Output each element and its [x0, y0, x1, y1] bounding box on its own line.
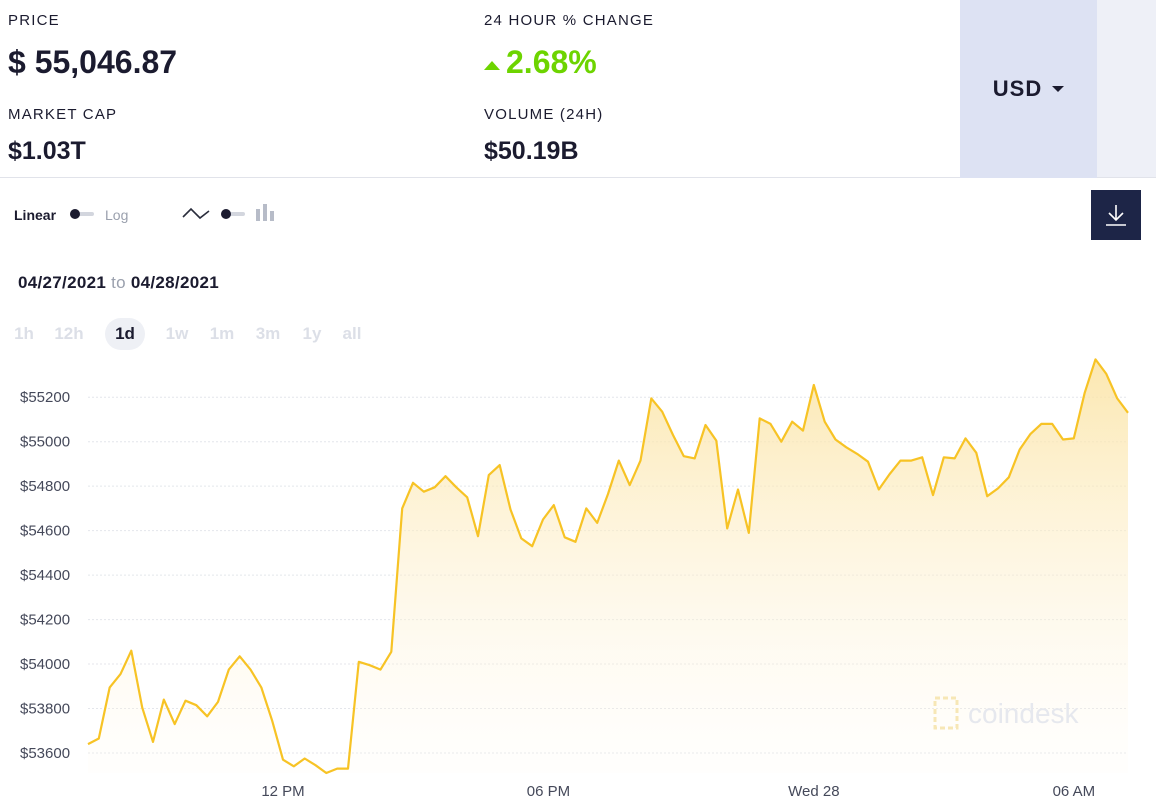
date-to: 04/28/2021	[130, 273, 219, 292]
y-tick-label: $55200	[20, 389, 70, 406]
chart-type-toggle-knob	[221, 209, 231, 219]
range-1m[interactable]: 1m	[209, 324, 235, 343]
range-1d[interactable]: 1d	[105, 318, 145, 350]
y-tick-label: $54000	[20, 656, 70, 673]
volume-value: $50.19B	[484, 137, 579, 165]
change-value: 2.68%	[506, 44, 597, 80]
y-tick-label: $54800	[20, 478, 70, 495]
x-tick-label: 12 PM	[261, 783, 304, 800]
y-tick-label: $55000	[20, 434, 70, 451]
range-1h[interactable]: 1h	[14, 324, 34, 343]
coindesk-logo-icon	[933, 696, 959, 730]
linear-label[interactable]: Linear	[14, 207, 57, 223]
scale-toggle-knob	[70, 209, 80, 219]
download-button[interactable]	[1091, 190, 1141, 240]
x-axis-ticks: 12 PM 06 PM Wed 28 06 AM	[261, 783, 1095, 800]
y-tick-label: $53800	[20, 701, 70, 718]
x-tick-label: 06 AM	[1053, 783, 1096, 800]
date-range: 04/27/2021 to 04/28/2021	[18, 273, 219, 293]
header-side-strip	[1097, 0, 1156, 178]
price-line-layer	[87, 358, 1129, 775]
y-axis-ticks: $53600 $53800 $54000 $54200 $54400 $5460…	[20, 389, 70, 762]
date-to-word: to	[111, 273, 126, 292]
range-3m[interactable]: 3m	[255, 324, 281, 343]
watermark: coindesk	[933, 696, 1080, 730]
price-label: PRICE	[8, 12, 60, 29]
y-tick-label: $53600	[20, 745, 70, 762]
line-chart-icon[interactable]	[182, 206, 210, 220]
range-all[interactable]: all	[342, 324, 362, 343]
range-1y[interactable]: 1y	[302, 324, 322, 343]
download-icon	[1106, 205, 1126, 226]
date-from: 04/27/2021	[18, 273, 107, 292]
range-1w[interactable]: 1w	[165, 324, 189, 343]
x-tick-label: Wed 28	[788, 783, 839, 800]
market-cap-value: $1.03T	[8, 137, 86, 165]
price-line	[87, 358, 1129, 775]
stats-panel: PRICE $ 55,046.87 24 HOUR % CHANGE 2.68%…	[0, 0, 960, 178]
candlestick-chart-icon[interactable]	[255, 203, 275, 223]
log-label[interactable]: Log	[105, 207, 129, 223]
scale-toggle-track	[70, 212, 94, 216]
chart-type-toggle-track	[221, 212, 245, 216]
price-chart: coindesk $53600 $53800 $54000 $54200 $54…	[20, 358, 1129, 800]
triangle-up-icon	[484, 61, 500, 70]
change-label: 24 HOUR % CHANGE	[484, 12, 655, 29]
range-12h[interactable]: 12h	[54, 324, 84, 343]
market-cap-label: MARKET CAP	[8, 106, 118, 123]
scale-toggle[interactable]	[70, 209, 94, 219]
caret-down-icon	[1052, 86, 1065, 92]
y-tick-label: $54600	[20, 523, 70, 540]
x-tick-label: 06 PM	[527, 783, 570, 800]
watermark-text: coindesk	[968, 698, 1080, 729]
volume-label: VOLUME (24H)	[484, 106, 604, 123]
change-indicator: 2.68%	[484, 44, 597, 81]
currency-label: USD	[992, 76, 1043, 101]
currency-select[interactable]: USD	[960, 0, 1097, 178]
y-tick-label: $54200	[20, 612, 70, 629]
y-tick-label: $54400	[20, 567, 70, 584]
chart-type-toggle[interactable]	[221, 209, 245, 219]
price-value: $ 55,046.87	[8, 44, 178, 80]
